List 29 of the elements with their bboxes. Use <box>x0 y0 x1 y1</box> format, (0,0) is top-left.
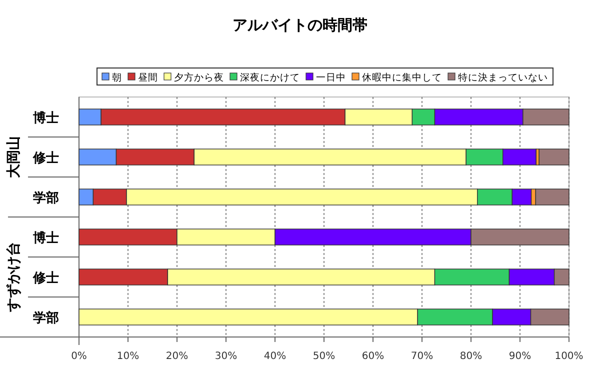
legend-label: 夕方から夜 <box>174 72 224 84</box>
x-tick-label: 60% <box>362 351 384 362</box>
x-tick-label: 10% <box>116 351 140 362</box>
y-tick-label: 修士 <box>32 151 59 166</box>
legend-label: 休暇中に集中して <box>362 72 442 84</box>
legend-label: 一日中 <box>316 72 346 84</box>
y-tick-label: 学部 <box>33 310 59 326</box>
text: 大岡山 <box>6 136 22 178</box>
x-tick-label: 40% <box>264 351 286 362</box>
y-tick-label: 博士 <box>32 110 59 126</box>
x-tick-label: 70% <box>410 351 434 362</box>
chart-title: アルバイトの時間帯 <box>232 16 368 34</box>
legend-label: 特に決まっていない <box>458 72 548 84</box>
bar <box>538 148 570 166</box>
x-tick-label: 0% <box>71 351 87 362</box>
x-tick-label: 80% <box>460 351 482 362</box>
y-tick-label: 修士 <box>32 271 59 286</box>
text: すずかけ台 <box>6 242 22 313</box>
legend-label: 朝 <box>112 72 122 84</box>
x-tick-label: 90% <box>508 351 532 362</box>
bar <box>535 188 570 206</box>
x-tick-label: 50% <box>312 351 336 362</box>
legend-label: 深夜にかけて <box>240 72 300 84</box>
x-tick-label: 30% <box>214 351 238 362</box>
x-tick-label: 20% <box>166 351 188 362</box>
y-tick-label: 博士 <box>32 230 59 246</box>
y-tick-label: 学部 <box>33 190 59 206</box>
x-tick-label: 100% <box>554 351 584 362</box>
legend-label: 昼間 <box>138 72 158 84</box>
